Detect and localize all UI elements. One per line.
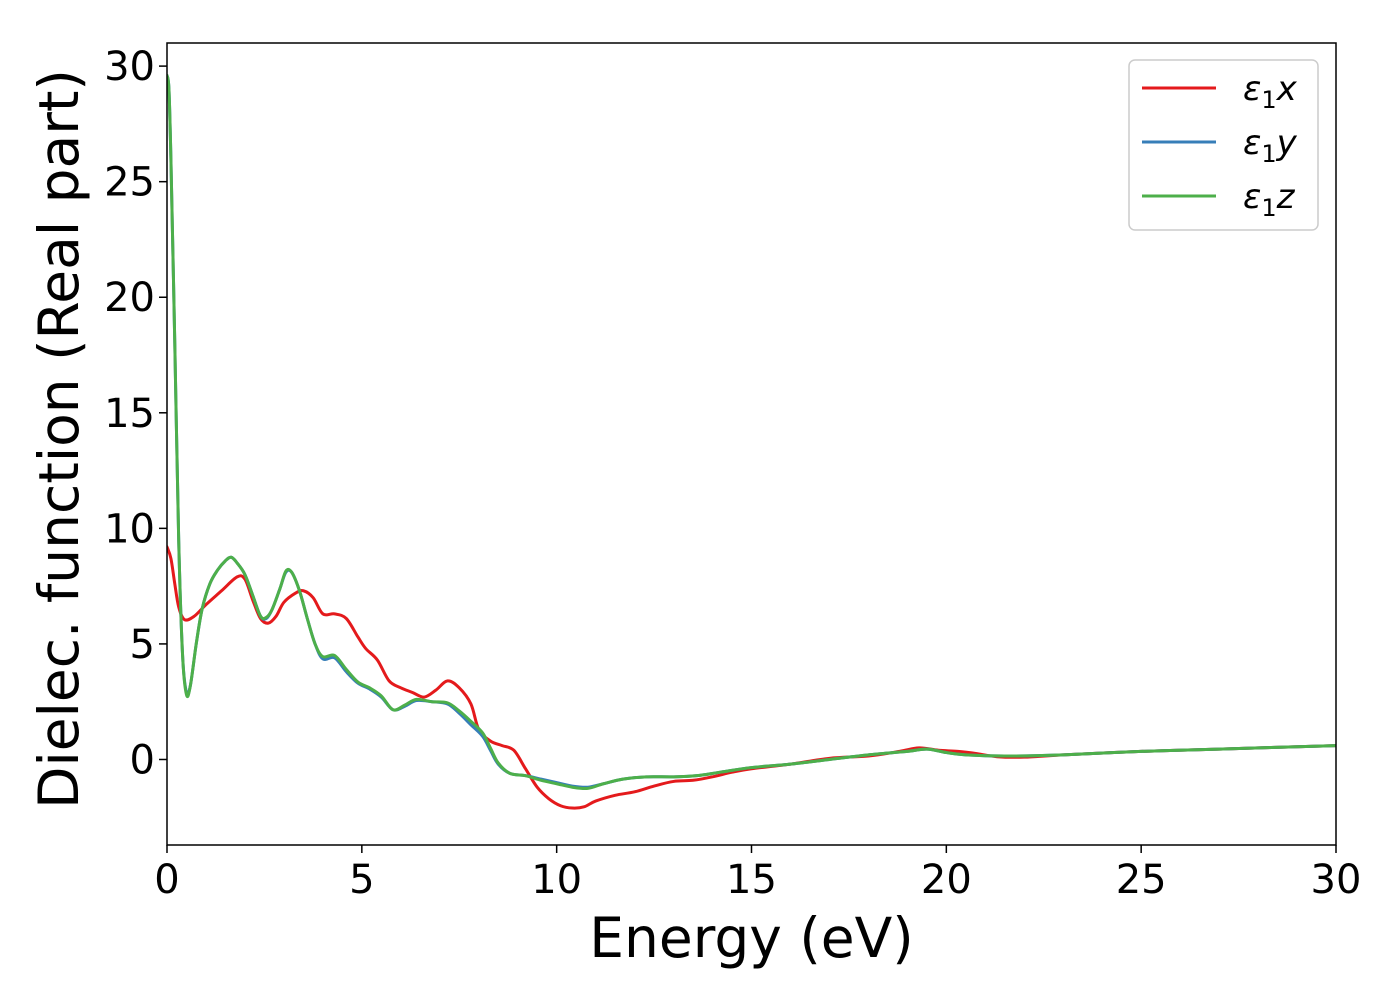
legend-symbol: ε: [1243, 123, 1261, 163]
y-tick-label: 30: [104, 44, 155, 90]
x-tick-label: 10: [531, 857, 582, 903]
x-tick-label: 0: [154, 857, 179, 903]
legend-box: [1128, 59, 1319, 231]
y-axis: 0 5 10 15 20 25 30: [104, 44, 167, 783]
legend-subscript: 1: [1261, 194, 1276, 222]
x-tick-label: 5: [349, 857, 374, 903]
legend-subscript: 1: [1261, 140, 1276, 168]
legend-subscript: 1: [1261, 86, 1276, 114]
y-tick-label: 5: [130, 622, 155, 668]
y-axis-title: Dielec. function (Real part): [27, 69, 91, 809]
legend-symbol: ε: [1243, 69, 1261, 109]
y-tick-label: 0: [130, 737, 155, 783]
y-tick-label: 20: [104, 275, 155, 321]
legend-symbol: ε: [1243, 177, 1261, 217]
series-line-z: [167, 73, 1336, 791]
legend-label: ε1y: [1243, 123, 1298, 168]
y-tick-label: 25: [104, 160, 155, 206]
legend-axis: x: [1276, 69, 1298, 109]
x-tick-label: 15: [726, 857, 777, 903]
y-tick-label: 15: [104, 391, 155, 437]
series-layer: [167, 73, 1336, 810]
legend-axis: y: [1276, 123, 1298, 163]
x-tick-label: 25: [1116, 857, 1167, 903]
x-tick-label: 30: [1311, 857, 1362, 903]
legend-label: ε1z: [1243, 177, 1296, 222]
x-axis: 0 5 10 15 20 25 30: [154, 845, 1361, 903]
y-tick-label: 10: [104, 506, 155, 552]
x-tick-label: 20: [921, 857, 972, 903]
legend-label: ε1x: [1243, 69, 1298, 114]
x-axis-title: Energy (eV): [589, 906, 913, 970]
legend-axis: z: [1276, 177, 1296, 217]
